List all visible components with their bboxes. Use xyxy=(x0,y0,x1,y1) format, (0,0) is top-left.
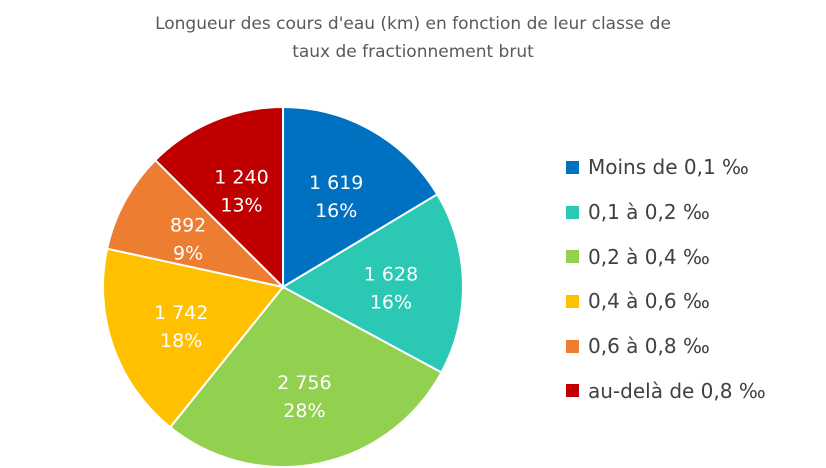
chart-title-line-1: Longueur des cours d'eau (km) en fonctio… xyxy=(155,14,671,34)
legend-label-4: 0,4 à 0,6 ‰ xyxy=(588,289,710,314)
slice-percent-label-6: 13% xyxy=(220,194,262,216)
slice-percent-label-3: 28% xyxy=(283,400,325,422)
slice-percent-label-4: 18% xyxy=(160,330,202,352)
pie-slice-6 xyxy=(153,105,284,290)
slice-value-label-1: 1 619 xyxy=(309,172,363,194)
legend-label-2: 0,1 à 0,2 ‰ xyxy=(588,200,710,225)
legend-swatch-6 xyxy=(566,384,579,398)
slice-value-label-3: 2 756 xyxy=(277,372,331,394)
slice-value-label-2: 1 628 xyxy=(364,264,418,286)
slice-percent-label-1: 16% xyxy=(315,200,357,222)
chart-title-line-2: taux de fractionnement brut xyxy=(292,42,534,62)
pie-slice-1 xyxy=(282,105,439,289)
slice-percent-label-5: 9% xyxy=(173,242,203,264)
pie-slice-5 xyxy=(105,158,287,289)
legend-item-2: 0,1 à 0,2 ‰ xyxy=(566,190,766,235)
legend-label-1: Moins de 0,1 ‰ xyxy=(588,155,749,180)
legend-swatch-3 xyxy=(566,250,579,264)
legend-label-5: 0,6 à 0,8 ‰ xyxy=(588,334,710,359)
legend-item-3: 0,2 à 0,4 ‰ xyxy=(566,234,766,279)
legend-item-1: Moins de 0,1 ‰ xyxy=(566,145,766,190)
slice-value-label-6: 1 240 xyxy=(214,166,268,188)
legend-item-4: 0,4 à 0,6 ‰ xyxy=(566,279,766,324)
legend-item-6: au-delà de 0,8 ‰ xyxy=(566,368,766,413)
pie-slice-3 xyxy=(168,285,443,468)
pie-slice-2 xyxy=(280,192,464,374)
pie-slice-4 xyxy=(102,247,285,429)
legend-label-3: 0,2 à 0,4 ‰ xyxy=(588,244,710,269)
legend-swatch-5 xyxy=(566,339,579,353)
legend-swatch-1 xyxy=(566,160,579,174)
slice-value-label-4: 1 742 xyxy=(154,302,208,324)
slice-percent-label-2: 16% xyxy=(370,292,412,314)
legend-item-5: 0,6 à 0,8 ‰ xyxy=(566,324,766,369)
legend-swatch-4 xyxy=(566,294,579,308)
legend-swatch-2 xyxy=(566,205,579,219)
legend-label-6: au-delà de 0,8 ‰ xyxy=(588,378,766,403)
slice-value-label-5: 892 xyxy=(170,214,206,236)
legend: Moins de 0,1 ‰ 0,1 à 0,2 ‰ 0,2 à 0,4 ‰ 0,4 … xyxy=(566,145,766,413)
